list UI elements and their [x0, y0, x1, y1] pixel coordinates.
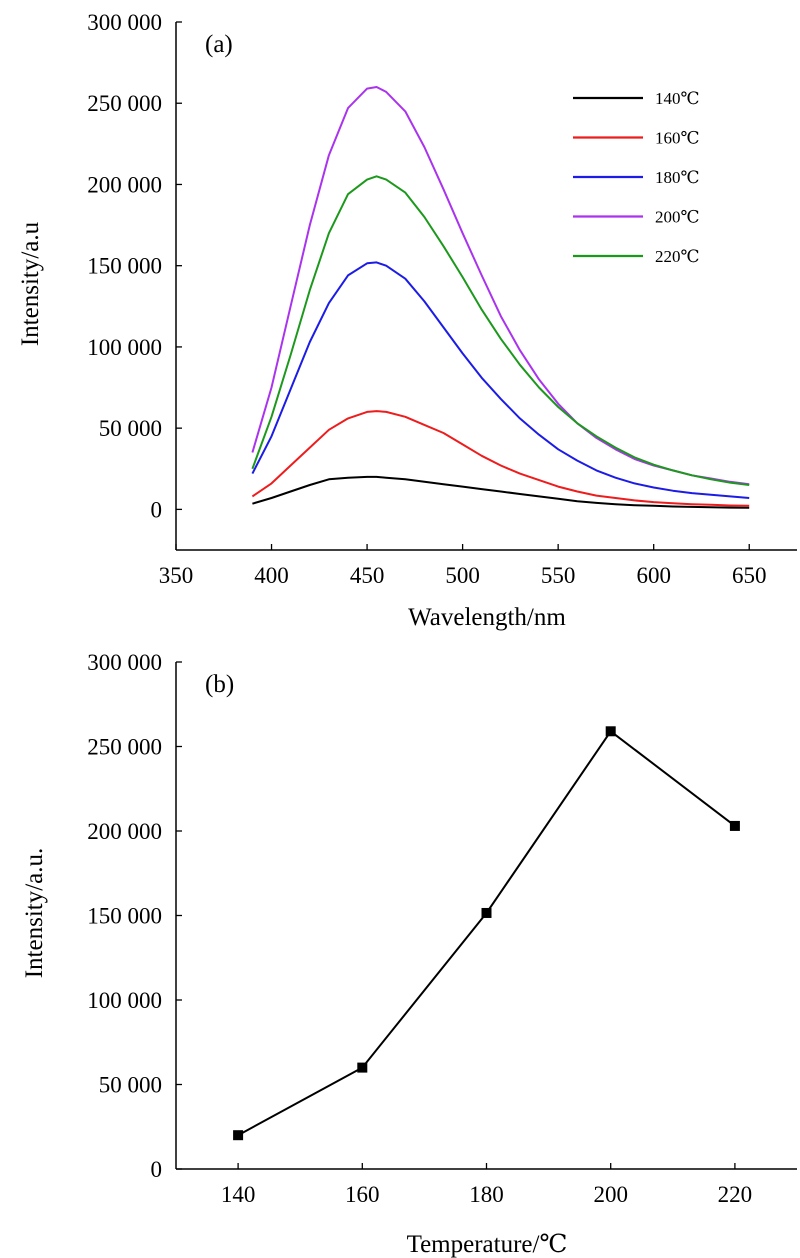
series-line-180 [251, 261, 750, 499]
series-line [237, 730, 736, 1137]
panel-b-x-axis-label: Temperature/℃ [407, 1231, 568, 1258]
x-tick-label: 450 [350, 563, 385, 588]
x-tick-label: 200 [593, 1182, 628, 1207]
series-line-140 [252, 475, 750, 509]
x-tick-label: 220 [718, 1182, 753, 1207]
series-line-160 [251, 410, 750, 507]
x-tick-label: 400 [254, 563, 289, 588]
x-tick-label: 650 [732, 563, 767, 588]
y-tick-label: 300 000 [87, 10, 162, 35]
y-tick-label: 300 000 [87, 650, 162, 675]
y-tick-label: 150 000 [87, 904, 162, 929]
panel-a-y-axis-label: Intensity/a.u [17, 221, 44, 346]
panel-b-y-axis-label: Intensity/a.u. [21, 848, 48, 979]
y-tick-label: 200 000 [87, 819, 162, 844]
data-point-marker [357, 1062, 368, 1073]
y-tick-label: 250 000 [87, 735, 162, 760]
y-tick-label: 250 000 [87, 91, 162, 116]
y-tick-label: 50 000 [99, 416, 162, 441]
series-line-220 [251, 175, 750, 486]
data-point-marker [605, 726, 616, 737]
legend-label: 200℃ [655, 208, 700, 227]
x-tick-label: 550 [541, 563, 576, 588]
legend-label: 160℃ [655, 129, 700, 148]
y-tick-label: 200 000 [87, 172, 162, 197]
panel-b-peak-intensity-chart: (b) Temperature/℃ Intensity/a.u. 0 50 000… [21, 650, 797, 1258]
legend: 140℃ 160℃ 180℃ 200℃ 220℃ [573, 89, 700, 266]
data-point-marker [481, 907, 492, 918]
legend-label: 180℃ [655, 168, 700, 187]
x-tick-label: 160 [345, 1182, 380, 1207]
y-tick-label: 50 000 [99, 1073, 162, 1098]
panel-a-spectra-chart: (a) Wavelength/nm Intensity/a.u 0 50 000 1… [17, 10, 797, 631]
panel-a-label: (a) [205, 31, 233, 58]
x-tick-label: 140 [221, 1182, 256, 1207]
data-point-marker [729, 820, 740, 831]
x-tick-label: 500 [445, 563, 480, 588]
y-tick-label: 150 000 [87, 254, 162, 279]
y-tick-label: 0 [151, 1157, 163, 1182]
y-tick-label: 0 [151, 497, 163, 522]
legend-label: 140℃ [655, 89, 700, 108]
y-tick-label: 100 000 [87, 335, 162, 360]
data-point-marker [233, 1130, 244, 1141]
x-tick-label: 180 [469, 1182, 504, 1207]
legend-label: 220℃ [655, 247, 700, 266]
x-tick-label: 600 [636, 563, 671, 588]
y-tick-label: 100 000 [87, 988, 162, 1013]
panel-a-x-axis-label: Wavelength/nm [408, 604, 566, 631]
panel-b-label: (b) [205, 671, 234, 698]
x-tick-label: 350 [159, 563, 194, 588]
